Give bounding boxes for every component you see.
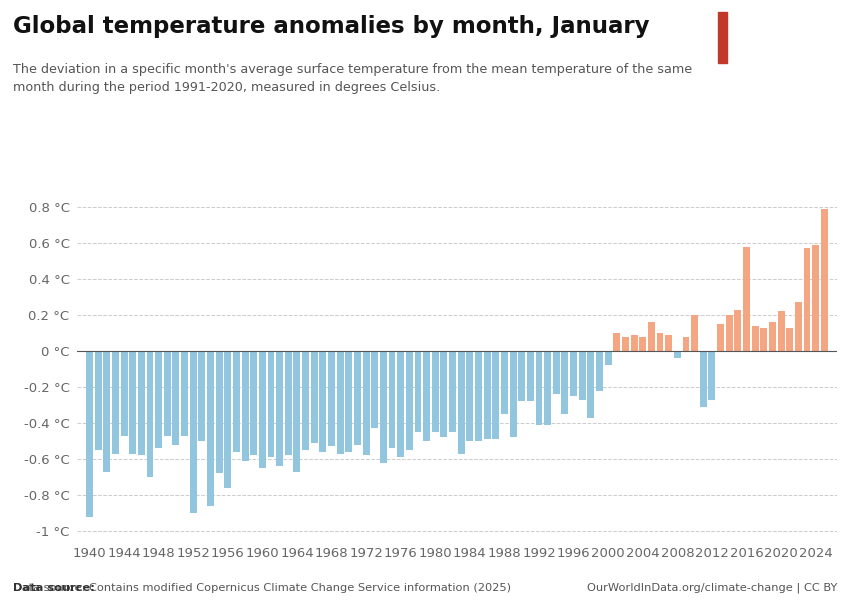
Bar <box>604 351 612 365</box>
Bar <box>320 351 326 452</box>
Bar <box>405 351 413 450</box>
Bar <box>432 351 439 432</box>
Bar <box>648 322 654 351</box>
Bar <box>233 351 240 452</box>
Bar <box>440 351 447 437</box>
Bar <box>552 351 560 394</box>
Bar <box>683 337 689 351</box>
Bar <box>104 351 111 472</box>
Bar <box>415 351 422 432</box>
Bar <box>691 315 698 351</box>
Bar <box>423 351 430 441</box>
Bar <box>614 333 620 351</box>
Bar <box>380 351 387 463</box>
Bar <box>86 351 93 517</box>
Bar <box>241 351 248 461</box>
Bar <box>156 351 162 448</box>
Bar <box>121 351 128 436</box>
Text: Global temperature anomalies by month, January: Global temperature anomalies by month, J… <box>13 15 649 38</box>
Bar <box>190 351 196 513</box>
Bar <box>354 351 361 445</box>
Bar <box>129 351 136 454</box>
Bar <box>562 351 569 414</box>
Bar <box>337 351 343 454</box>
Bar <box>181 351 188 436</box>
Text: OurWorldInData.org/climate-change | CC BY: OurWorldInData.org/climate-change | CC B… <box>586 582 837 593</box>
Bar <box>769 322 776 351</box>
Bar <box>216 351 223 473</box>
Bar <box>207 351 214 506</box>
Bar <box>94 351 101 450</box>
Bar <box>579 351 586 400</box>
Bar <box>311 351 318 443</box>
Bar <box>363 351 370 455</box>
Bar <box>164 351 171 436</box>
Bar <box>198 351 206 441</box>
Bar <box>813 245 819 351</box>
Text: Data source:: Data source: <box>13 583 94 593</box>
Bar <box>112 351 119 454</box>
Bar <box>743 247 750 351</box>
Bar <box>795 302 802 351</box>
Bar <box>285 351 292 455</box>
Bar <box>708 351 716 400</box>
Bar <box>475 351 482 441</box>
Bar <box>173 351 179 445</box>
Bar <box>397 351 404 457</box>
Bar <box>259 351 266 468</box>
Bar <box>760 328 768 351</box>
Bar <box>622 337 629 351</box>
Bar <box>700 351 706 407</box>
Bar <box>674 351 681 358</box>
Text: Data source: Contains modified Copernicus Climate Change Service information (20: Data source: Contains modified Copernicu… <box>13 583 511 593</box>
Bar <box>544 351 551 425</box>
Bar <box>803 248 810 351</box>
Bar <box>518 351 525 401</box>
Bar <box>639 337 646 351</box>
Text: in Data: in Data <box>741 44 786 54</box>
Bar <box>666 335 672 351</box>
Bar <box>467 351 473 441</box>
Bar <box>371 351 378 428</box>
Bar <box>656 333 664 351</box>
Bar <box>587 351 594 418</box>
Text: The deviation in a specific month's average surface temperature from the mean te: The deviation in a specific month's aver… <box>13 63 692 94</box>
Bar <box>631 335 638 351</box>
Bar <box>293 351 300 472</box>
Bar <box>449 351 456 432</box>
Bar <box>388 351 395 448</box>
Bar <box>138 351 145 455</box>
Bar <box>821 209 828 351</box>
Bar <box>718 12 728 63</box>
Bar <box>751 326 758 351</box>
Bar <box>596 351 603 391</box>
Bar <box>484 351 490 439</box>
Bar <box>276 351 283 466</box>
Bar <box>778 311 785 351</box>
Bar <box>536 351 542 425</box>
Bar <box>345 351 352 452</box>
Bar <box>458 351 465 454</box>
Bar <box>786 328 793 351</box>
Bar <box>302 351 309 450</box>
Text: Our World: Our World <box>741 23 804 34</box>
Bar <box>250 351 258 455</box>
Bar <box>726 315 733 351</box>
Bar <box>501 351 508 414</box>
Bar <box>328 351 335 446</box>
Bar <box>734 310 741 351</box>
Bar <box>570 351 577 396</box>
Bar <box>268 351 275 457</box>
Bar <box>717 324 724 351</box>
Bar <box>146 351 154 477</box>
Bar <box>224 351 231 488</box>
Bar <box>527 351 534 401</box>
Bar <box>510 351 517 437</box>
Bar <box>492 351 499 439</box>
